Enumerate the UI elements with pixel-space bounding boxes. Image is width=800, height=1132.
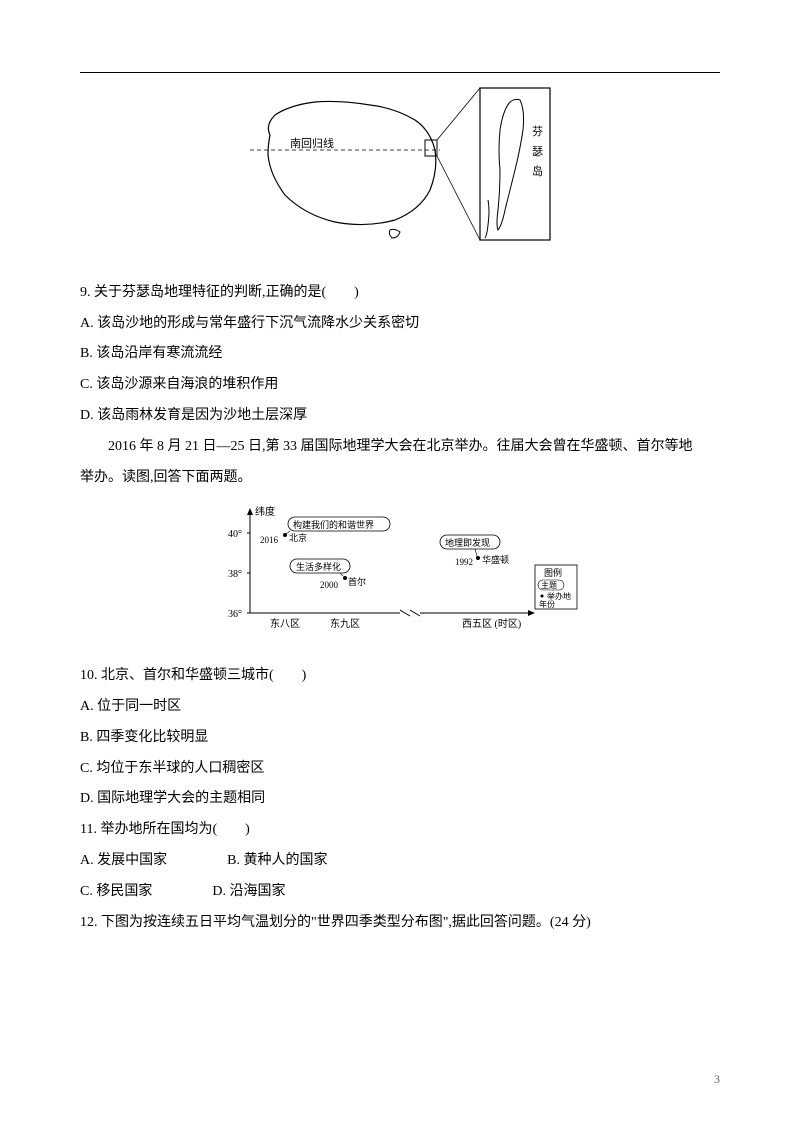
coast-fragment [485, 200, 489, 238]
q12-stem: 12. 下图为按连续五日平均气温划分的"世界四季类型分布图",据此回答问题。(2… [80, 908, 720, 939]
break-2 [410, 610, 420, 616]
washington-point [476, 556, 480, 560]
chart-svg: 纬度 40° 38° 36° 东八区 东九区 西五区 (时区) 构建我们的和谐世… [200, 503, 600, 633]
tasmania [389, 229, 400, 238]
seoul-leader [340, 573, 343, 576]
beijing-year: 2016 [260, 535, 279, 545]
legend-theme: 主题 [541, 580, 557, 590]
washington-theme: 地理即发现 [445, 537, 490, 548]
passage-line1: 2016 年 8 月 21 日—25 日,第 33 届国际地理学大会在北京举办。… [80, 432, 720, 463]
q11-option-d: D. 沿海国家 [212, 877, 285, 908]
inset-box [480, 88, 550, 240]
q11-option-a: A. 发展中国家 [80, 846, 167, 877]
seoul-point [343, 576, 347, 580]
xtick-w5: 西五区 (时区) [462, 618, 521, 630]
latitude-timezone-chart: 纬度 40° 38° 36° 东八区 东九区 西五区 (时区) 构建我们的和谐世… [80, 503, 720, 646]
seoul-theme: 生活多样化 [296, 561, 341, 572]
island-char-2: 瑟 [532, 145, 543, 158]
legend-year: 年份 [539, 599, 555, 609]
passage-line2: 举办。读图,回答下面两题。 [80, 463, 720, 494]
xtick-e9: 东九区 [330, 617, 360, 630]
q11-stem: 11. 举办地所在国均为( ) [80, 815, 720, 846]
seoul-label: 首尔 [348, 576, 366, 587]
beijing-label: 北京 [289, 532, 307, 543]
q10-option-b: B. 四季变化比较明显 [80, 723, 720, 754]
legend-point [541, 595, 544, 598]
washington-label: 华盛顿 [482, 554, 509, 565]
q10-option-d: D. 国际地理学大会的主题相同 [80, 784, 720, 815]
q9-option-b: B. 该岛沿岸有寒流流经 [80, 339, 720, 370]
ytick-label-38: 38° [228, 569, 242, 580]
y-arrow [247, 508, 253, 515]
legend-title: 图例 [544, 567, 562, 578]
tropic-label: 南回归线 [290, 136, 334, 150]
q11-option-b: B. 黄种人的国家 [227, 846, 327, 877]
q10-option-a: A. 位于同一时区 [80, 692, 720, 723]
q9-stem: 9. 关于芬瑟岛地理特征的判断,正确的是( ) [80, 278, 720, 309]
page-number: 3 [714, 1066, 720, 1092]
australia-svg: 南回归线 芬 瑟 岛 [240, 80, 560, 250]
q9-option-a: A. 该岛沙地的形成与常年盛行下沉气流降水少关系密切 [80, 309, 720, 340]
zoom-line-top [437, 88, 480, 140]
island-char-3: 岛 [532, 164, 543, 178]
ytick-label-36: 36° [228, 609, 242, 620]
washington-leader [475, 549, 477, 556]
australia-outline [268, 101, 436, 224]
q9-option-c: C. 该岛沙源来自海浪的堆积作用 [80, 370, 720, 401]
q9-option-d: D. 该岛雨林发育是因为沙地土层深厚 [80, 401, 720, 432]
q11-row-cd: C. 移民国家 D. 沿海国家 [80, 877, 720, 908]
q11-option-c: C. 移民国家 [80, 877, 152, 908]
australia-map-figure: 南回归线 芬 瑟 岛 [80, 80, 720, 263]
q10-option-c: C. 均位于东半球的人口稠密区 [80, 754, 720, 785]
x-arrow [528, 610, 535, 616]
y-axis-label: 纬度 [255, 505, 275, 518]
island-char-1: 芬 [532, 125, 543, 138]
q11-row-ab: A. 发展中国家 B. 黄种人的国家 [80, 846, 720, 877]
zoom-line-bottom [437, 156, 480, 240]
ytick-label-40: 40° [228, 529, 242, 540]
washington-year: 1992 [455, 557, 473, 567]
beijing-theme: 构建我们的和谐世界 [293, 519, 374, 530]
q10-stem: 10. 北京、首尔和华盛顿三城市( ) [80, 661, 720, 692]
fraser-island [497, 99, 524, 230]
xtick-e8: 东八区 [270, 617, 300, 630]
break-1 [400, 610, 410, 616]
header-rule [80, 72, 720, 73]
seoul-year: 2000 [320, 580, 339, 590]
